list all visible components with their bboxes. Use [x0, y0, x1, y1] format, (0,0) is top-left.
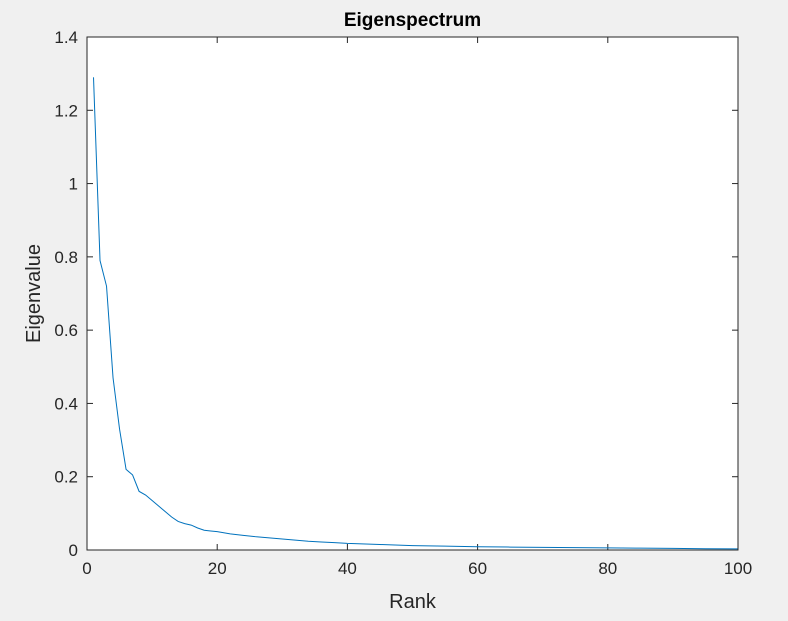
x-tick-label: 100 — [724, 559, 752, 578]
series-layer — [93, 77, 739, 550]
y-tick-label: 0.4 — [54, 394, 78, 413]
eigenvalue-series-line — [93, 77, 739, 550]
x-tick-label: 60 — [468, 559, 487, 578]
x-axis-label: Rank — [389, 591, 437, 613]
x-tick-label: 80 — [598, 559, 617, 578]
tick-labels: 0 20 40 60 80 100 0 0.2 0.4 0.6 0.8 1 1.2 1.4 — [54, 28, 752, 578]
y-axis-label: Eigenvalue — [23, 244, 45, 343]
x-tick-label: 40 — [338, 559, 357, 578]
y-tick-label: 1.4 — [54, 28, 78, 47]
chart-title: Eigenspectrum — [344, 10, 481, 31]
plot-area — [87, 37, 738, 550]
x-tick-label: 0 — [82, 559, 91, 578]
y-tick-label: 0.6 — [54, 321, 78, 340]
y-tick-label: 1.2 — [54, 101, 78, 120]
y-tick-label: 1 — [69, 175, 78, 194]
y-tick-label: 0.8 — [54, 248, 78, 267]
y-tick-label: 0.2 — [54, 468, 78, 487]
axes-box — [86, 36, 739, 551]
y-tick-label: 0 — [69, 541, 78, 560]
x-tick-label: 20 — [208, 559, 227, 578]
